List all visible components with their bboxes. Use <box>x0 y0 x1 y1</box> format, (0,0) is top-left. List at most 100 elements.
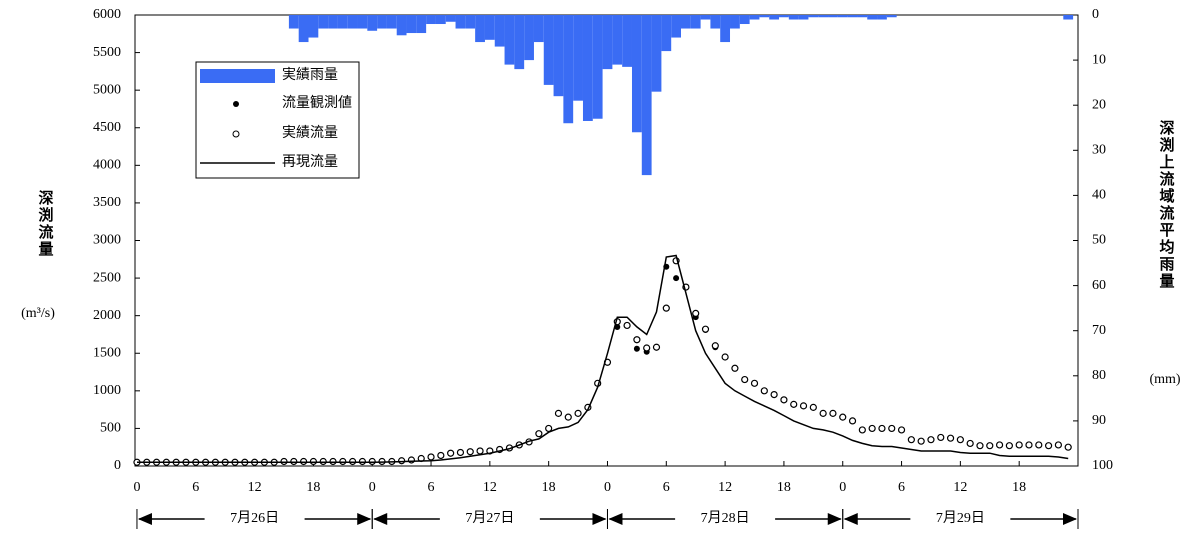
flow-circle <box>995 441 1004 449</box>
rain-bar <box>514 15 525 70</box>
observed-dot <box>633 345 640 352</box>
flow-circle <box>897 426 906 434</box>
rain-bar <box>298 15 309 43</box>
rain-bar <box>857 15 868 18</box>
flow-circle <box>437 451 445 460</box>
rain-bar <box>367 15 378 31</box>
flow-circle <box>643 344 651 352</box>
rain-bar <box>661 15 672 52</box>
rain-bar <box>730 15 740 29</box>
legend-label: 流量観測値 <box>282 94 352 111</box>
flow-circle <box>701 325 710 333</box>
flow-circle <box>946 434 955 442</box>
arrow-head <box>592 513 607 525</box>
flow-circle <box>1005 442 1013 450</box>
rain-bar <box>426 15 436 25</box>
rain-bar <box>739 15 750 25</box>
x-tick-label: 0 <box>133 480 140 495</box>
flow-circle <box>1025 441 1033 449</box>
legend-swatch <box>232 130 240 138</box>
flow-circle <box>574 409 582 417</box>
rain-bar <box>631 15 642 133</box>
rain-bar <box>788 15 799 20</box>
arrow-head <box>608 513 623 525</box>
y2-tick-label: 100 <box>1092 458 1113 473</box>
rain-bar <box>357 15 368 29</box>
flow-circle <box>741 375 749 384</box>
y-tick-label: 6000 <box>93 7 121 22</box>
y2-tick-label: 10 <box>1092 52 1106 67</box>
y2-tick-label: 20 <box>1092 97 1106 112</box>
flow-circle <box>790 400 798 408</box>
flow-circle <box>545 424 553 433</box>
arrow-head <box>827 513 842 525</box>
flow-circle <box>1064 443 1072 451</box>
rain-bar <box>720 15 731 43</box>
rain-bar <box>573 15 583 101</box>
y-tick-label: 2500 <box>93 270 121 285</box>
flow-circle <box>760 387 768 395</box>
y-axis-title: 深渕流量 <box>37 189 55 258</box>
flow-circle <box>456 448 465 457</box>
rain-bar <box>337 15 348 29</box>
rain-bar <box>445 15 456 22</box>
y-tick-label: 1500 <box>93 345 121 360</box>
flow-circle <box>731 364 739 372</box>
y2-tick-label: 0 <box>1092 7 1099 22</box>
rain-bar <box>700 15 711 20</box>
rain-bar <box>318 15 329 29</box>
flow-circle <box>927 436 935 444</box>
rain-bar <box>533 15 544 43</box>
rain-bar <box>867 15 878 20</box>
day-label: 7月28日 <box>701 510 750 526</box>
rain-bar <box>749 15 760 20</box>
flow-circle <box>799 402 808 410</box>
flow-circle <box>888 424 896 433</box>
flow-circle <box>633 336 641 344</box>
y-tick-label: 5500 <box>93 45 121 60</box>
flow-circle <box>1054 441 1062 449</box>
arrow-head <box>1063 513 1077 525</box>
y-tick-label: 4000 <box>93 158 121 173</box>
rain-bar <box>1063 15 1074 20</box>
flow-circle <box>750 379 759 387</box>
y-tick-label: 4500 <box>93 120 121 135</box>
flow-circle <box>427 453 435 461</box>
x-tick-label: 0 <box>369 480 376 495</box>
y2-tick-label: 50 <box>1092 233 1106 248</box>
flow-circle <box>848 417 857 425</box>
y2-tick-label: 30 <box>1092 143 1106 158</box>
rain-bar <box>808 15 819 18</box>
y2-axis-title: 深渕上流域流平均雨量 <box>1158 119 1176 290</box>
x-tick-label: 18 <box>777 480 791 495</box>
flow-circle <box>770 390 778 399</box>
x-tick-label: 6 <box>192 480 199 495</box>
legend-label: 実績流量 <box>282 125 338 141</box>
flow-circle <box>476 447 484 455</box>
rain-bar <box>435 15 446 25</box>
flow-circle <box>564 413 572 421</box>
flow-circle <box>956 436 964 444</box>
x-tick-label: 12 <box>953 480 967 495</box>
rain-bar <box>818 15 829 18</box>
flow-circle <box>623 321 631 330</box>
y-tick-label: 500 <box>100 421 121 436</box>
rain-bar <box>651 15 662 92</box>
rain-bar <box>779 15 789 18</box>
x-tick-label: 6 <box>428 480 435 495</box>
x-tick-label: 18 <box>542 480 556 495</box>
flow-circle <box>398 457 406 465</box>
rain-bar <box>475 15 485 43</box>
x-tick-label: 18 <box>306 480 320 495</box>
rain-bar <box>465 15 476 29</box>
x-tick-label: 18 <box>1012 480 1026 495</box>
rain-bar <box>602 15 613 70</box>
x-tick-label: 0 <box>839 480 846 495</box>
rain-bar <box>582 15 593 121</box>
rain-bar <box>622 15 632 67</box>
rain-bar <box>828 15 838 18</box>
rain-bar <box>798 15 809 20</box>
